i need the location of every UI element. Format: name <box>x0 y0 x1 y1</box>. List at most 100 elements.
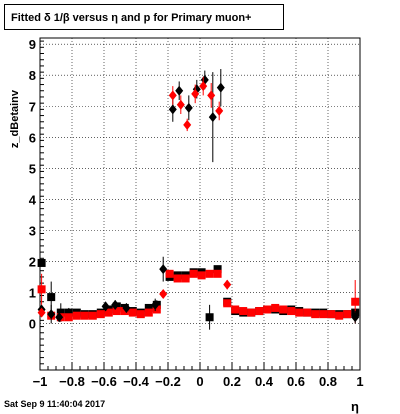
data-point-diamond <box>122 302 131 313</box>
data-point-diamond <box>37 307 46 318</box>
y-axis-title: z_dBetainv <box>9 89 21 148</box>
data-point-square <box>37 258 46 267</box>
data-point-square <box>181 274 190 283</box>
grid <box>39 38 361 370</box>
data-point-diamond <box>151 299 160 310</box>
data-point-diamond <box>184 102 193 113</box>
data-point-square <box>239 307 248 316</box>
data-point-diamond <box>55 312 64 323</box>
data-point-square <box>56 308 65 317</box>
data-point-square <box>96 310 105 319</box>
data-point-diamond <box>191 88 200 99</box>
x-tick-label: −0.4 <box>123 374 149 389</box>
data-point-square <box>128 308 137 317</box>
data-point-diamond <box>223 279 232 290</box>
data-point-diamond <box>47 309 56 320</box>
data-point-square <box>335 311 344 320</box>
x-tick-label: 0.2 <box>223 374 241 389</box>
data-point-square <box>303 308 312 317</box>
data-point-square <box>263 305 272 314</box>
data-point-square <box>47 293 56 302</box>
data-point-square <box>287 307 296 316</box>
data-point-square <box>205 269 214 278</box>
x-tick-label: −0.8 <box>59 374 85 389</box>
x-tick-label: −1 <box>33 374 48 389</box>
data-point-square <box>144 308 153 317</box>
data-point-square <box>104 308 113 317</box>
data-point-diamond <box>159 288 168 299</box>
data-point-square <box>311 310 320 319</box>
data-point-diamond <box>111 299 120 310</box>
data-point-diamond <box>176 99 185 110</box>
data-point-square <box>173 274 182 283</box>
data-point-square <box>223 299 232 308</box>
data-point-square <box>295 308 304 317</box>
data-point-diamond <box>168 104 177 115</box>
chart-title: Fitted δ 1/β versus η and p for Primary … <box>4 4 284 30</box>
data-point-diamond <box>208 112 217 123</box>
series-3 <box>37 76 232 318</box>
data-point-square <box>165 269 174 278</box>
x-tick-label: 0 <box>196 374 203 389</box>
data-point-square <box>112 307 121 316</box>
data-point-square <box>144 303 153 312</box>
data-point-square <box>271 303 280 312</box>
data-point-square <box>72 311 81 320</box>
data-point-diamond <box>351 312 360 323</box>
data-point-diamond <box>216 82 225 93</box>
data-point-diamond <box>159 264 168 275</box>
data-point-square <box>343 310 352 319</box>
data-point-square <box>247 308 256 317</box>
series-2 <box>37 69 360 324</box>
data-point-diamond <box>199 81 208 92</box>
data-point-diamond <box>215 105 224 116</box>
y-tick-label: 0 <box>29 316 36 331</box>
x-tick-label: 0.4 <box>255 374 274 389</box>
data-point-square <box>189 269 198 278</box>
data-point-diamond <box>183 119 192 130</box>
y-tick-label: 5 <box>29 161 36 176</box>
y-tick-label: 8 <box>29 68 36 83</box>
data-point-square <box>327 310 336 319</box>
data-point-square <box>319 310 328 319</box>
data-point-square <box>37 285 46 294</box>
data-point-diamond <box>168 90 177 101</box>
y-tick-label: 3 <box>29 223 36 238</box>
y-tick-label: 9 <box>29 37 36 52</box>
data-point-square <box>197 271 206 280</box>
axis-ticks: −1 −0.8 −0.6 −0.4 −0.2 0 0.2 0.4 0.6 0.8 1 0 1 2 3 4 5 6 7… <box>29 37 364 389</box>
data-point-square <box>64 308 73 317</box>
data-point-diamond <box>207 90 216 101</box>
series-1 <box>37 269 360 324</box>
x-tick-label: −0.2 <box>155 374 181 389</box>
timestamp-label: Sat Sep 9 11:40:04 2017 <box>4 399 106 409</box>
data-point-square <box>80 311 89 320</box>
data-point-square <box>213 265 222 274</box>
data-point-square <box>213 269 222 278</box>
data-point-square <box>136 310 145 319</box>
y-tick-label: 1 <box>29 285 36 300</box>
x-tick-label: 0.8 <box>319 374 337 389</box>
y-tick-label: 6 <box>29 130 36 145</box>
data-point-square <box>279 305 288 314</box>
x-tick-label: −0.6 <box>91 374 117 389</box>
y-tick-label: 4 <box>29 192 37 207</box>
x-tick-label: 0.6 <box>287 374 305 389</box>
x-tick-label: 1 <box>356 374 363 389</box>
data-point-diamond <box>175 85 184 96</box>
axis-labels: z_dBetainv η <box>9 89 359 414</box>
x-axis-title: η <box>351 399 359 414</box>
data-point-square <box>255 307 264 316</box>
data-point-square <box>120 307 129 316</box>
data-point-square <box>88 311 97 320</box>
y-tick-label: 7 <box>29 99 36 114</box>
data-point-square <box>351 297 360 306</box>
data-point-square <box>205 313 214 322</box>
y-tick-label: 2 <box>29 254 36 269</box>
data-series <box>37 69 360 330</box>
data-point-square <box>231 305 240 314</box>
data-point-square <box>152 305 161 314</box>
data-point-diamond <box>101 301 110 312</box>
data-point-square <box>64 313 73 322</box>
